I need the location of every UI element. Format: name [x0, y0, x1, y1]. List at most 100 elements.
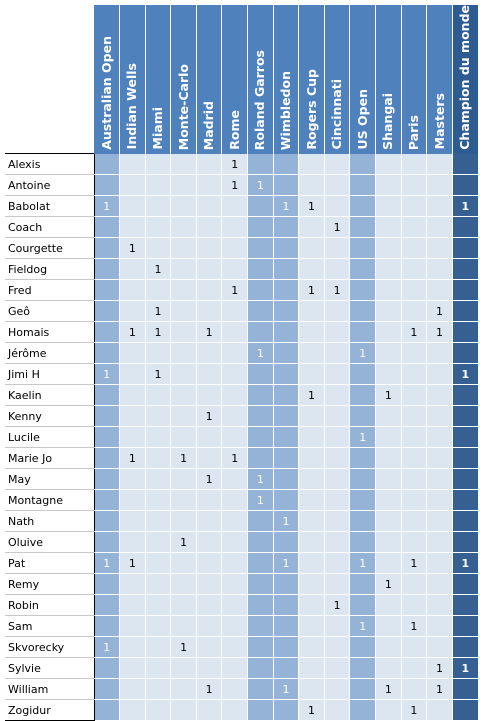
- result-cell: [298, 426, 325, 449]
- result-cell: [196, 510, 223, 533]
- result-cell: [170, 615, 197, 638]
- table-row: Jérôme 1 1: [5, 342, 478, 365]
- result-cell: [221, 678, 249, 701]
- result-cell: [145, 279, 172, 302]
- result-cell: [247, 405, 274, 428]
- table-row: Lucile 1: [5, 426, 478, 449]
- result-cell: [170, 153, 197, 176]
- result-cell: 1: [401, 699, 428, 721]
- player-name: Geô: [5, 300, 95, 323]
- result-cell: [273, 489, 300, 512]
- result-cell: [119, 678, 146, 701]
- result-cell: [170, 699, 197, 721]
- result-cell: [324, 636, 351, 659]
- result-cell: [298, 342, 325, 365]
- result-cell: [196, 174, 223, 197]
- result-cell: [452, 510, 478, 533]
- result-cell: [452, 594, 478, 617]
- result-cell: [273, 573, 300, 596]
- result-cell: [324, 615, 351, 638]
- result-cell: 1: [273, 552, 300, 575]
- result-cell: [298, 636, 325, 659]
- result-cell: [170, 510, 197, 533]
- player-name: Kaelin: [5, 384, 95, 407]
- result-cell: 1: [426, 678, 453, 701]
- result-cell: [426, 216, 453, 239]
- result-cell: [349, 279, 377, 302]
- result-cell: [349, 468, 377, 491]
- result-cell: [349, 153, 377, 176]
- result-cell: [349, 195, 377, 218]
- result-cell: [94, 510, 121, 533]
- result-cell: 1: [401, 615, 428, 638]
- result-cell: [119, 594, 146, 617]
- result-cell: [401, 594, 428, 617]
- result-cell: [145, 615, 172, 638]
- result-cell: [298, 363, 325, 386]
- result-cell: [273, 279, 300, 302]
- result-cell: [324, 384, 351, 407]
- result-cell: [452, 384, 478, 407]
- result-cell: [145, 594, 172, 617]
- result-cell: [119, 279, 146, 302]
- result-cell: 1: [452, 195, 478, 218]
- result-cell: [119, 153, 146, 176]
- result-cell: 1: [119, 447, 146, 470]
- result-cell: [221, 699, 249, 721]
- table-row: Fred 1 1 1: [5, 279, 478, 302]
- result-cell: [273, 174, 300, 197]
- result-cell: [349, 300, 377, 323]
- result-cell: [170, 216, 197, 239]
- result-cell: [375, 594, 402, 617]
- result-cell: [247, 363, 274, 386]
- result-cell: [375, 447, 402, 470]
- column-header: Miami: [145, 5, 172, 154]
- result-cell: [349, 405, 377, 428]
- result-cell: [119, 657, 146, 680]
- result-cell: [221, 342, 249, 365]
- result-cell: 1: [221, 447, 249, 470]
- result-cell: 1: [324, 216, 351, 239]
- result-cell: [452, 489, 478, 512]
- result-cell: [247, 531, 274, 554]
- result-cell: [119, 405, 146, 428]
- result-cell: [401, 447, 428, 470]
- player-name: Skvorecky: [5, 636, 95, 659]
- result-cell: 1: [94, 195, 121, 218]
- result-cell: [426, 573, 453, 596]
- result-cell: [349, 489, 377, 512]
- result-cell: [196, 342, 223, 365]
- result-cell: [170, 657, 197, 680]
- result-cell: [119, 573, 146, 596]
- result-cell: [401, 531, 428, 554]
- player-name: Nath: [5, 510, 95, 533]
- result-cell: [221, 300, 249, 323]
- result-cell: [324, 699, 351, 721]
- result-cell: [221, 657, 249, 680]
- table-row: Nath 1: [5, 510, 478, 533]
- result-cell: [94, 216, 121, 239]
- table-row: William 1 1 1 1: [5, 678, 478, 701]
- result-cell: [221, 552, 249, 575]
- player-name: Kenny: [5, 405, 95, 428]
- result-cell: [119, 468, 146, 491]
- result-cell: [324, 195, 351, 218]
- table-row: Geô 1 1: [5, 300, 478, 323]
- result-cell: [247, 195, 274, 218]
- column-header-label: Wimbledon: [277, 70, 293, 150]
- result-cell: [324, 552, 351, 575]
- result-cell: [349, 699, 377, 721]
- result-cell: [401, 426, 428, 449]
- result-cell: [196, 216, 223, 239]
- result-cell: [196, 573, 223, 596]
- result-cell: [119, 174, 146, 197]
- result-cell: [375, 468, 402, 491]
- result-cell: [273, 405, 300, 428]
- result-cell: [298, 405, 325, 428]
- result-cell: [247, 657, 274, 680]
- result-cell: [145, 531, 172, 554]
- result-cell: [170, 258, 197, 281]
- column-header-label: Shangai: [380, 92, 396, 150]
- result-cell: [298, 615, 325, 638]
- table-row: Zogidur 1 1: [5, 699, 478, 721]
